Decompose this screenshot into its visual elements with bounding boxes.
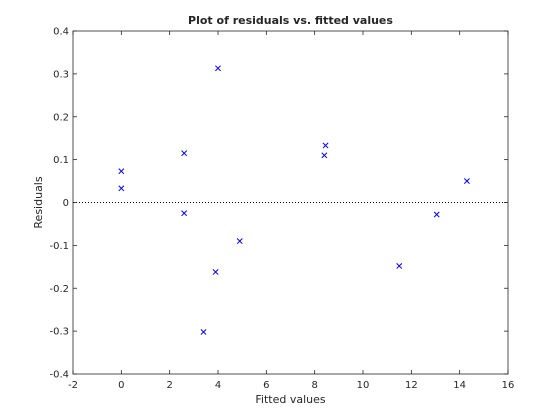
data-point	[236, 238, 243, 245]
x-tick-label: 12	[405, 380, 418, 391]
data-point	[322, 142, 329, 149]
data-point	[433, 211, 440, 218]
y-axis-label: Residuals	[32, 176, 45, 228]
data-point	[321, 152, 328, 159]
y-tick-label: 0.4	[53, 27, 69, 38]
x-tick-label: 14	[453, 380, 466, 391]
data-point	[118, 185, 125, 192]
data-point	[118, 168, 125, 175]
x-tick-label: 6	[263, 380, 269, 391]
data-point	[181, 150, 188, 157]
x-tick-label: 10	[357, 380, 370, 391]
data-point	[181, 210, 188, 217]
x-tick-label: 8	[311, 380, 317, 391]
x-tick-label: -2	[68, 380, 78, 391]
y-tick-label: 0	[63, 198, 69, 209]
data-point	[200, 329, 207, 335]
x-axis-label: Fitted values	[255, 393, 326, 406]
x-tick-label: 16	[502, 380, 515, 391]
data-point	[396, 263, 403, 269]
data-point	[463, 178, 470, 185]
tick-labels: -2 0 2 4 6 8 10 12 14 16 -0.4 -0.3 -0.2 -0.1 0 0.1 0.2 0.…	[49, 27, 514, 392]
y-tick-label: 0.3	[53, 69, 69, 80]
chart-title: Plot of residuals vs. fitted values	[188, 14, 393, 27]
y-tick-label: -0.2	[49, 284, 69, 295]
x-tick-label: 4	[215, 380, 221, 391]
y-tick-label: -0.3	[49, 327, 69, 338]
x-tick-label: 2	[166, 380, 172, 391]
data-point	[215, 65, 221, 72]
x-tick-label: 0	[118, 380, 124, 391]
axis-ticks	[72, 30, 509, 375]
y-tick-label: 0.1	[53, 155, 69, 166]
data-point	[212, 269, 219, 275]
data-points	[118, 65, 470, 335]
y-tick-label: 0.2	[53, 112, 69, 123]
y-tick-label: -0.4	[49, 370, 69, 381]
y-tick-label: -0.1	[49, 241, 69, 252]
